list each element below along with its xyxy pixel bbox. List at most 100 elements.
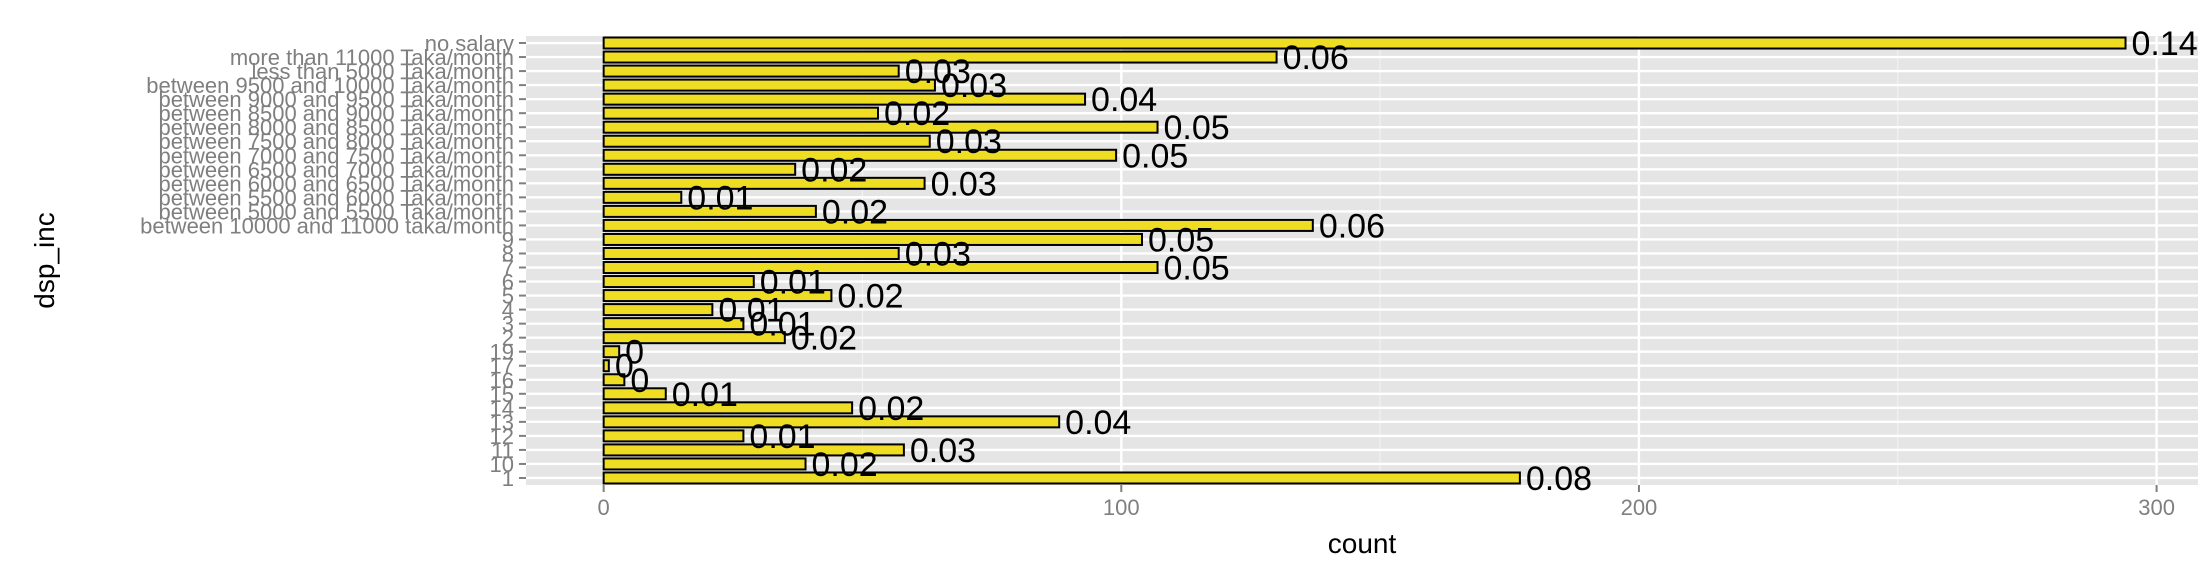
y-tick-label: more than 11000 Taka/month	[230, 45, 514, 70]
y-tick-label: 19	[490, 340, 514, 365]
y-tick-label: 1	[502, 466, 514, 491]
bar	[602, 232, 1143, 246]
y-tick-label: 7	[502, 256, 514, 281]
bar-value-label: 0.03	[905, 53, 971, 91]
y-tick-label: 11	[491, 438, 514, 463]
bar	[602, 176, 926, 190]
bar-value-label: 0.01	[718, 292, 784, 330]
bar-value-label: 0.05	[1164, 109, 1230, 147]
y-tick-label: 6	[502, 270, 514, 295]
x-axis-title: count	[1328, 528, 1397, 559]
bar	[602, 92, 1087, 106]
y-tick-label: between 6500 and 7000 Taka/month	[158, 157, 514, 182]
x-tick-label: 0	[598, 495, 610, 520]
bar	[602, 78, 936, 92]
bar	[602, 331, 786, 345]
y-tick-label: 10	[490, 452, 514, 477]
y-axis-title: dsp_inc	[29, 212, 60, 309]
y-tick-label: between 7500 and 8000 Taka/month	[158, 129, 514, 154]
bars	[602, 36, 2127, 485]
bar-value-label: 0.02	[801, 151, 867, 189]
y-tick-label: no salary	[425, 31, 514, 56]
bar-value-label: 0.03	[905, 235, 971, 273]
bar-value-label: 0.05	[1164, 250, 1230, 288]
bar-value-label: 0	[630, 362, 649, 400]
bar-value-label: 0.04	[1065, 404, 1131, 442]
y-tick-label: between 9500 and 10000 Taka/month	[146, 73, 514, 98]
y-tick-label: between 6000 and 6500 Taka/month	[158, 171, 514, 196]
bar	[602, 415, 1061, 429]
bar-value-label: 0.01	[672, 376, 738, 414]
y-tick-label: 14	[490, 396, 514, 421]
bar	[602, 373, 626, 387]
bar-value-label: 0.05	[1122, 137, 1188, 175]
y-tick-label: 16	[490, 368, 514, 393]
bar	[602, 106, 879, 120]
bar-value-label: 0.01	[749, 306, 815, 344]
bar	[602, 275, 755, 289]
bar	[602, 387, 667, 401]
y-tick-label: between 9000 and 9500 Taka/month	[158, 87, 514, 112]
bar-value-label: 0.06	[1319, 207, 1385, 245]
bar	[602, 261, 1159, 275]
y-tick-label: 9	[502, 227, 514, 252]
bar-value-label: 0.03	[910, 432, 976, 470]
bar-value-label: 0.02	[858, 390, 924, 428]
x-axis: 0 100 200 300	[598, 485, 2175, 520]
y-tick-label: 13	[490, 410, 514, 435]
bar	[602, 64, 900, 78]
bar-value-label: 0.03	[941, 67, 1007, 105]
bar	[602, 50, 1278, 64]
y-tick-label: 12	[490, 424, 514, 449]
bar	[602, 289, 833, 303]
bar	[602, 148, 1118, 162]
bar	[602, 120, 1159, 134]
bar	[602, 218, 1314, 232]
x-tick-label: 100	[1103, 495, 1140, 520]
y-tick-label: between 5000 and 5500 Taka/month	[158, 199, 514, 224]
x-tick-label: 300	[2138, 495, 2175, 520]
y-tick-label: less than 5000 Taka/month	[251, 59, 514, 84]
bar	[602, 443, 905, 457]
bar	[602, 317, 745, 331]
bar	[602, 359, 610, 373]
y-tick-label: 17	[490, 354, 514, 379]
y-tick-label: between 8500 and 9000 Taka/month	[158, 101, 514, 126]
bar-value-label: 0.04	[1091, 81, 1157, 119]
bar	[602, 345, 621, 359]
y-tick-label: 5	[502, 284, 514, 309]
bar-value-label: 0.14	[2132, 25, 2198, 63]
bar-value-label: 0.01	[760, 264, 826, 302]
bar	[602, 246, 900, 260]
y-tick-label: 15	[490, 382, 514, 407]
y-tick-label: between 8000 and 8500 Taka/month	[158, 115, 514, 140]
bar-value-label: 0.02	[822, 193, 888, 231]
bar	[602, 134, 931, 148]
bar-value-label: 0.06	[1283, 39, 1349, 77]
bar-value-label: 0.08	[1526, 460, 1592, 498]
y-tick-label: between 7000 and 7500 Taka/month	[158, 143, 514, 168]
bar-value-label: 0.01	[687, 179, 753, 217]
y-tick-label: between 5500 and 6000 Taka/month	[158, 185, 514, 210]
bar-value-label: 0	[625, 334, 644, 372]
bar-value-label: 0.02	[884, 95, 950, 133]
bar	[602, 303, 714, 317]
y-tick-label: 2	[502, 326, 514, 351]
bar	[602, 429, 745, 443]
bar-value-label: 0.03	[931, 165, 997, 203]
y-tick-label: 4	[502, 298, 514, 323]
bar	[602, 471, 1521, 485]
bar-value-label: 0	[615, 348, 634, 386]
bar-value-label: 0.02	[812, 446, 878, 484]
bar-value-label: 0.02	[791, 320, 857, 358]
bar	[602, 36, 2127, 50]
bar	[602, 162, 797, 176]
bar	[602, 457, 807, 471]
bar	[602, 401, 854, 415]
bar	[602, 204, 817, 218]
y-tick-label: 8	[502, 241, 514, 266]
bar-value-label: 0.03	[936, 123, 1002, 161]
